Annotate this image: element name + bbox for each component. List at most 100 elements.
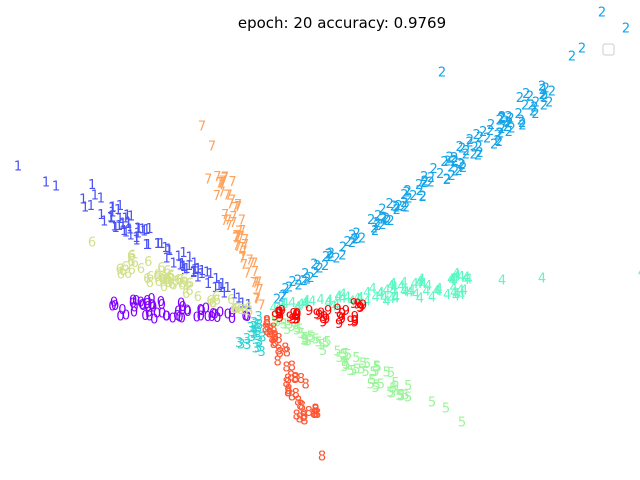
outlier-point-class-2: 2 <box>578 42 586 57</box>
point-class-0: 0 <box>162 310 170 325</box>
point-class-2: 2 <box>409 189 417 204</box>
point-class-5: 5 <box>301 333 309 348</box>
point-class-6: 6 <box>185 284 193 299</box>
point-class-6: 6 <box>180 272 188 287</box>
point-class-4: 4 <box>339 288 347 303</box>
point-class-4: 4 <box>389 285 397 300</box>
point-class-7: 7 <box>234 240 242 255</box>
point-class-4: 4 <box>325 294 333 309</box>
point-class-0: 0 <box>168 312 176 327</box>
point-class-2: 2 <box>273 293 281 308</box>
point-class-7: 7 <box>238 250 246 265</box>
outlier-point-class-1: 1 <box>14 160 22 175</box>
point-class-9: 9 <box>319 315 327 330</box>
point-class-7: 7 <box>217 176 225 191</box>
point-class-1: 1 <box>124 217 132 232</box>
point-class-5: 5 <box>352 351 360 366</box>
point-class-0: 0 <box>162 310 170 325</box>
point-class-9: 9 <box>317 306 325 321</box>
point-class-5: 5 <box>363 357 371 372</box>
point-class-2: 2 <box>426 175 434 190</box>
point-class-9: 9 <box>289 307 297 322</box>
point-class-1: 1 <box>142 238 150 253</box>
point-class-0: 0 <box>150 312 158 327</box>
point-class-5: 5 <box>335 351 343 366</box>
point-class-2: 2 <box>530 101 538 116</box>
point-class-8: 8 <box>305 405 313 420</box>
point-class-2: 2 <box>505 116 513 131</box>
point-class-5: 5 <box>404 391 412 406</box>
point-class-7: 7 <box>241 233 249 248</box>
point-class-2: 2 <box>539 83 547 98</box>
point-class-4: 4 <box>417 273 425 288</box>
point-class-2: 2 <box>400 200 408 215</box>
point-class-3: 3 <box>254 322 262 337</box>
point-class-6: 6 <box>194 290 202 305</box>
point-class-2: 2 <box>303 272 311 287</box>
point-class-1: 1 <box>157 237 165 252</box>
point-class-7: 7 <box>218 185 226 200</box>
point-class-6: 6 <box>164 276 172 291</box>
point-class-2: 2 <box>440 155 448 170</box>
point-class-4: 4 <box>402 286 410 301</box>
outlier-point-class-2: 2 <box>568 50 576 65</box>
point-class-6: 6 <box>121 260 129 275</box>
point-class-1: 1 <box>175 249 183 264</box>
point-class-2: 2 <box>371 224 379 239</box>
point-class-8: 8 <box>282 376 290 391</box>
point-class-2: 2 <box>548 85 556 100</box>
point-class-1: 1 <box>134 221 142 236</box>
point-class-5: 5 <box>383 365 391 380</box>
outlier-point-class-7: 7 <box>208 140 216 155</box>
point-class-8: 8 <box>273 354 281 369</box>
point-class-7: 7 <box>220 172 228 187</box>
point-class-9: 9 <box>275 306 283 321</box>
point-class-4: 4 <box>387 292 395 307</box>
point-class-9: 9 <box>351 314 359 329</box>
point-class-6: 6 <box>234 301 242 316</box>
point-class-4: 4 <box>447 273 455 288</box>
point-class-5: 5 <box>397 390 405 405</box>
point-class-2: 2 <box>313 259 321 274</box>
point-class-6: 6 <box>157 261 165 276</box>
point-class-1: 1 <box>119 217 127 232</box>
point-class-5: 5 <box>293 321 301 336</box>
point-class-6: 6 <box>176 273 184 288</box>
point-class-1: 1 <box>91 189 99 204</box>
point-class-2: 2 <box>497 122 505 137</box>
point-class-2: 2 <box>505 110 513 125</box>
point-class-8: 8 <box>276 346 284 361</box>
point-class-5: 5 <box>285 317 293 332</box>
point-class-4: 4 <box>274 302 282 317</box>
point-class-0: 0 <box>228 306 236 321</box>
outlier-point-class-8: 8 <box>318 450 326 465</box>
point-class-2: 2 <box>301 267 309 282</box>
outlier-point-class-2: 2 <box>598 6 606 21</box>
point-class-6: 6 <box>158 270 166 285</box>
point-class-4: 4 <box>449 281 457 296</box>
point-class-2: 2 <box>332 252 340 267</box>
point-class-4: 4 <box>353 292 361 307</box>
point-class-2: 2 <box>416 184 424 199</box>
point-class-4: 4 <box>281 297 289 312</box>
chart-title: epoch: 20 accuracy: 0.9769 <box>238 14 446 32</box>
point-class-6: 6 <box>127 250 135 265</box>
point-class-6: 6 <box>236 303 244 318</box>
point-class-2: 2 <box>521 99 529 114</box>
point-class-0: 0 <box>184 305 192 320</box>
point-class-8: 8 <box>311 403 319 418</box>
point-class-5: 5 <box>344 348 352 363</box>
point-class-1: 1 <box>126 223 134 238</box>
point-class-4: 4 <box>400 285 408 300</box>
point-class-4: 4 <box>443 288 451 303</box>
point-class-8: 8 <box>299 410 307 425</box>
point-class-2: 2 <box>404 184 412 199</box>
point-class-6: 6 <box>117 268 125 283</box>
point-class-1: 1 <box>220 287 228 302</box>
point-class-5: 5 <box>372 381 380 396</box>
point-class-0: 0 <box>208 310 216 325</box>
point-class-3: 3 <box>237 338 245 353</box>
point-class-2: 2 <box>279 289 287 304</box>
point-class-8: 8 <box>312 407 320 422</box>
point-class-0: 0 <box>211 308 219 323</box>
